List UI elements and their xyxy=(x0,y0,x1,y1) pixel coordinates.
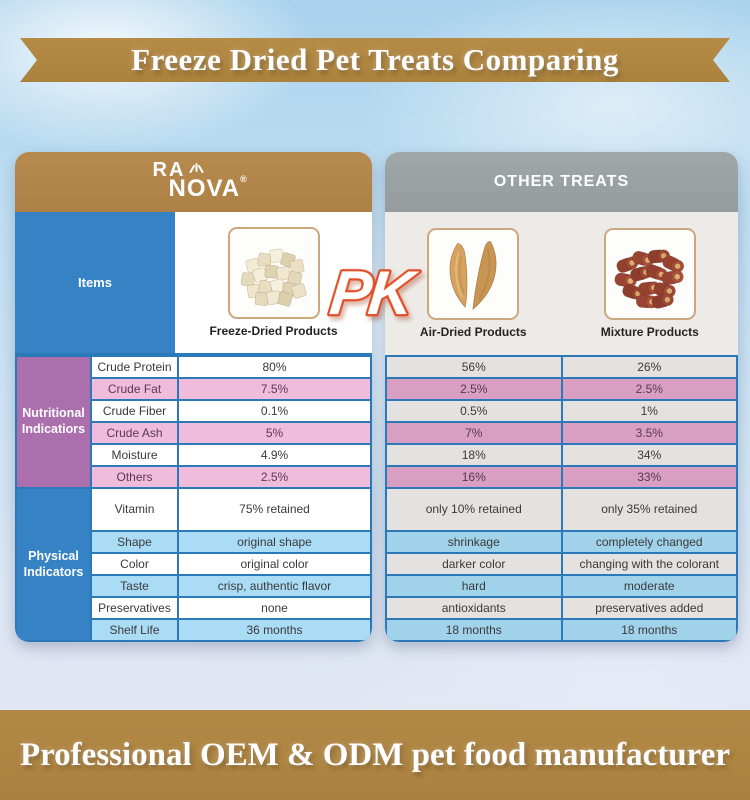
air-dried-product-label: Air-Dried Products xyxy=(419,325,527,339)
items-header-cell: Items xyxy=(15,212,175,353)
row-label: Crude Protein xyxy=(92,357,177,377)
row-label: Color xyxy=(92,554,177,574)
row-label: Vitamin xyxy=(92,489,177,530)
air-dried-value: darker color xyxy=(387,554,561,574)
freeze-dried-value: original shape xyxy=(179,532,370,552)
mixture-value: 1% xyxy=(562,401,736,421)
freeze-dried-value: 80% xyxy=(179,357,370,377)
row-label: Shelf Life xyxy=(92,620,177,640)
mixture-product-image xyxy=(603,228,696,320)
air-dried-product-image xyxy=(427,228,520,320)
freeze-dried-value: crisp, authentic flavor xyxy=(179,576,370,596)
mixture-value: completely changed xyxy=(562,532,736,552)
air-dried-value: only 10% retained xyxy=(387,489,561,530)
mixture-treats-illustration xyxy=(614,249,684,309)
freeze-dried-value: 4.9% xyxy=(179,445,370,465)
other-treats-header: OTHER TREATS xyxy=(385,152,738,212)
air-dried-value: 18% xyxy=(387,445,561,465)
pk-text: PK xyxy=(327,259,421,328)
physical-indicators-sidebar: Physical Indicators xyxy=(17,489,90,640)
mixture-value: 2.5% xyxy=(562,379,736,399)
freeze-dried-value: 7.5% xyxy=(179,379,370,399)
mixture-value: 33% xyxy=(562,467,736,487)
ranova-card-header: RA NOVA® xyxy=(15,152,372,212)
mixture-value: moderate xyxy=(562,576,736,596)
ranova-logo: RA NOVA® xyxy=(129,157,259,207)
row-label: Others xyxy=(92,467,177,487)
air-dried-value: 18 months xyxy=(387,620,561,640)
air-dried-value: shrinkage xyxy=(387,532,561,552)
air-dried-value: 16% xyxy=(387,467,561,487)
mixture-value: only 35% retained xyxy=(562,489,736,530)
items-label: Items xyxy=(78,275,112,290)
row-label: Taste xyxy=(92,576,177,596)
other-treats-title: OTHER TREATS xyxy=(493,173,630,190)
air-dried-value: hard xyxy=(387,576,561,596)
freeze-dried-value: 75% retained xyxy=(179,489,370,530)
air-dried-value: antioxidants xyxy=(387,598,561,618)
freeze-dried-cubes-illustration xyxy=(240,248,307,307)
right-products-row: Air-Dried Products xyxy=(385,212,738,355)
page-title: Freeze Dried Pet Treats Comparing xyxy=(131,42,619,77)
air-dried-value: 2.5% xyxy=(387,379,561,399)
sparkle-icon xyxy=(189,163,203,173)
freeze-dried-product-label: Freeze-Dried Products xyxy=(209,324,338,338)
row-label: Preservatives xyxy=(92,598,177,618)
registered-mark: ® xyxy=(240,174,248,184)
mixture-value: 3.5% xyxy=(562,423,736,443)
other-treats-card: OTHER TREATS Air-Dried Products xyxy=(385,152,738,642)
mixture-product-label: Mixture Products xyxy=(600,325,699,339)
mixture-value: preservatives added xyxy=(562,598,736,618)
footer-title: Professional OEM & ODM pet food manufact… xyxy=(19,736,731,773)
row-label: Crude Fiber xyxy=(92,401,177,421)
freeze-dried-product: Freeze-Dried Products xyxy=(175,212,372,353)
air-dried-jerky-illustration xyxy=(449,241,497,310)
air-dried-value: 56% xyxy=(387,357,561,377)
air-dried-value: 7% xyxy=(387,423,561,443)
pk-versus-badge: PK xyxy=(324,240,454,340)
mixture-value: 26% xyxy=(562,357,736,377)
logo-line1: RA xyxy=(152,159,186,181)
row-label: Crude Ash xyxy=(92,423,177,443)
freeze-dried-value: 5% xyxy=(179,423,370,443)
mixture-value: 18 months xyxy=(562,620,736,640)
right-table: 56% 26% 2.5% 2.5% 0.5% 1% 7% 3.5% 18% 34% 16% 33% on… xyxy=(385,355,738,642)
mixture-product: Mixture Products xyxy=(562,212,739,355)
row-label: Crude Fat xyxy=(92,379,177,399)
top-ribbon-banner: Freeze Dried Pet Treats Comparing xyxy=(20,38,730,82)
mixture-value: changing with the colorant xyxy=(562,554,736,574)
row-label: Shape xyxy=(92,532,177,552)
left-products-row: Items xyxy=(15,212,372,355)
left-table: Nutritional Indicatiors Physical Indicat… xyxy=(15,355,372,642)
freeze-dried-value: 36 months xyxy=(179,620,370,640)
nutritional-indicators-sidebar: Nutritional Indicatiors xyxy=(17,357,90,487)
freeze-dried-product-image xyxy=(227,227,320,319)
freeze-dried-value: 0.1% xyxy=(179,401,370,421)
air-dried-product: Air-Dried Products xyxy=(385,212,562,355)
air-dried-value: 0.5% xyxy=(387,401,561,421)
row-label: Moisture xyxy=(92,445,177,465)
freeze-dried-value: original color xyxy=(179,554,370,574)
ranova-card: RA NOVA® Items xyxy=(15,152,372,642)
freeze-dried-value: 2.5% xyxy=(179,467,370,487)
mixture-value: 34% xyxy=(562,445,736,465)
logo-nova-text: NOVA xyxy=(168,175,241,202)
bottom-banner: Professional OEM & ODM pet food manufact… xyxy=(0,710,750,800)
logo-line2: NOVA® xyxy=(169,174,248,203)
freeze-dried-value: none xyxy=(179,598,370,618)
